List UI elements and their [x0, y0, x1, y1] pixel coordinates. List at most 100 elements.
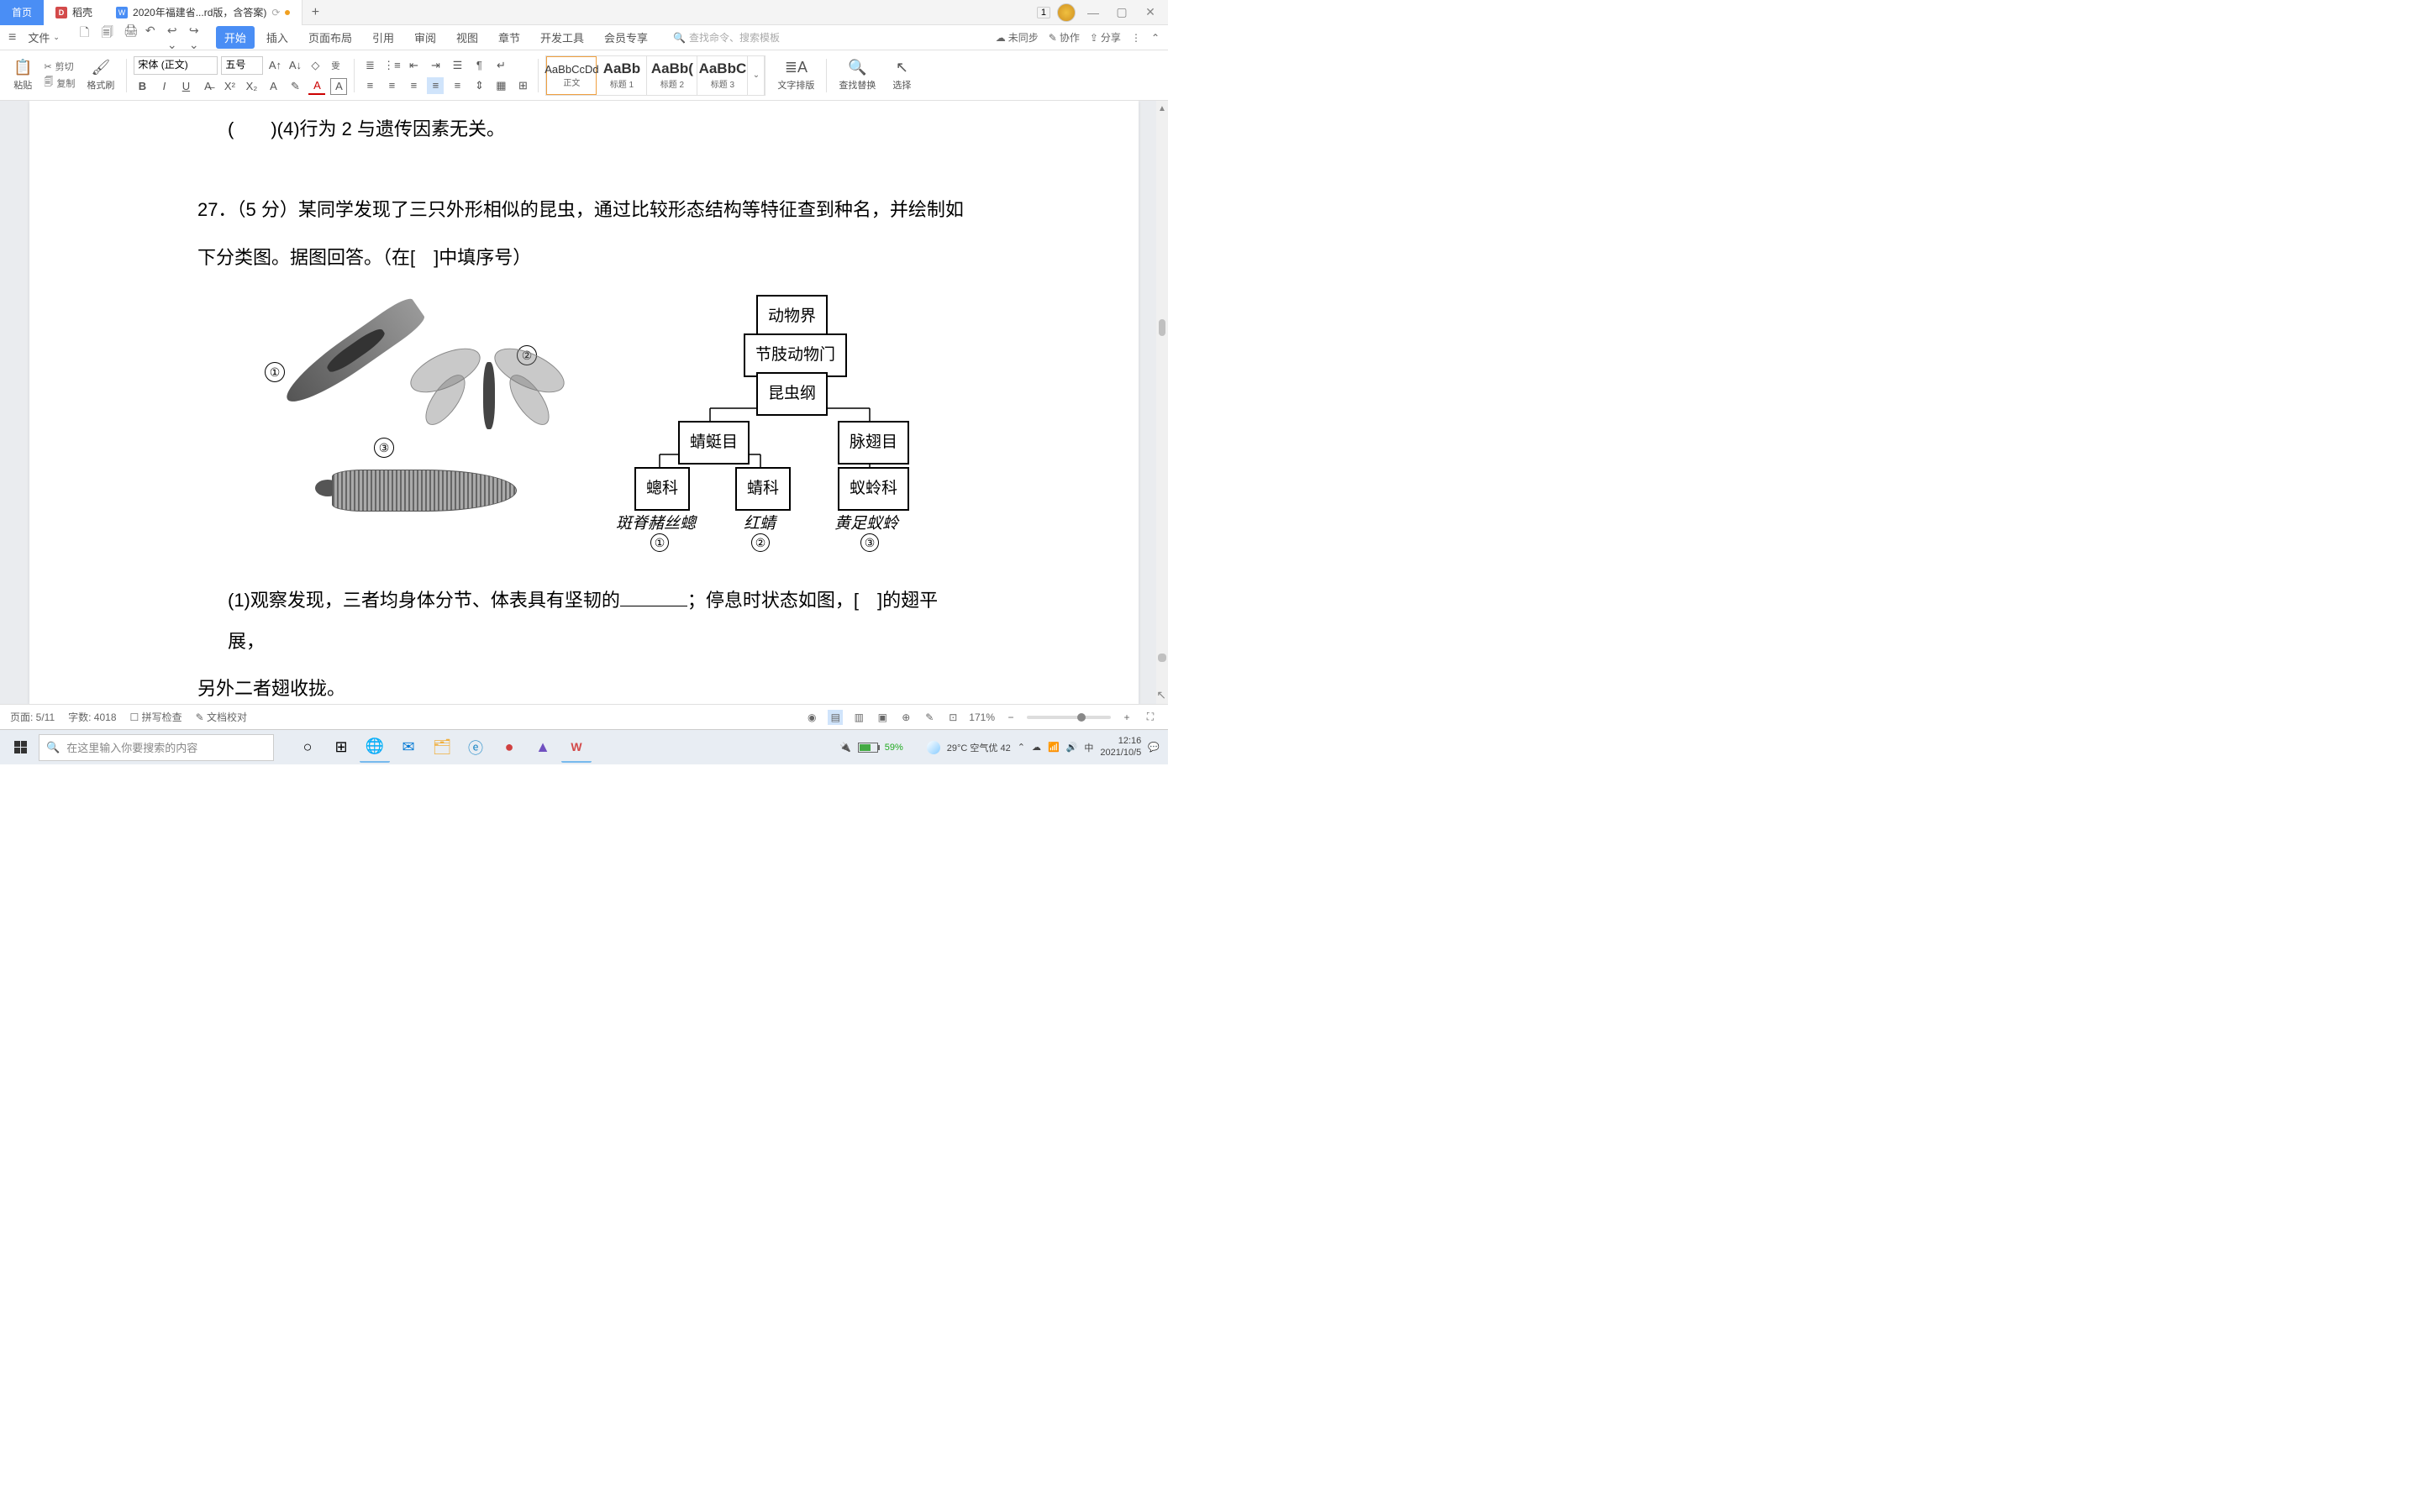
minimize-button[interactable]: — [1082, 2, 1104, 24]
zoom-knob[interactable] [1077, 713, 1086, 722]
menu-layout[interactable]: 页面布局 [300, 26, 360, 49]
onedrive-icon[interactable]: ☁ [1032, 742, 1041, 753]
phonetic-icon[interactable]: 雯 [327, 57, 344, 74]
menu-view[interactable]: 视图 [448, 26, 487, 49]
style-more[interactable]: ⌄ [748, 56, 765, 95]
collab-button[interactable]: ✎协作 [1049, 30, 1080, 45]
cortana-icon[interactable]: ○ [292, 732, 323, 763]
app-purple-icon[interactable]: ▲ [528, 732, 558, 763]
wps-icon[interactable]: W [561, 732, 592, 763]
menu-insert[interactable]: 插入 [258, 26, 297, 49]
tab-daoke[interactable]: D 稻壳 [44, 0, 104, 25]
shrink-font-icon[interactable]: A↓ [287, 57, 303, 74]
fullscreen-icon[interactable]: ⛶ [1143, 710, 1158, 725]
tab-document[interactable]: W 2020年福建省...rd版，含答案) ⟳ [104, 0, 302, 25]
chevron-up-icon[interactable]: ⌃ [1018, 742, 1025, 753]
scroll-up-icon[interactable]: ▲ [1158, 104, 1166, 113]
spellcheck-toggle[interactable]: ☐ 拼写检查 [130, 710, 182, 724]
collapse-ribbon-icon[interactable]: ⌃ [1151, 32, 1160, 44]
vertical-scrollbar[interactable]: ▲ [1156, 101, 1168, 704]
bold-button[interactable]: B [134, 78, 150, 95]
clock[interactable]: 12:16 2021/10/5 [1100, 736, 1141, 758]
text-effect-button[interactable]: A [265, 78, 281, 95]
hamburger-icon[interactable]: ≡ [8, 30, 16, 45]
menu-dev[interactable]: 开发工具 [532, 26, 592, 49]
bullets-icon[interactable]: ≣ [361, 57, 378, 74]
copy-button[interactable]: 🗐复制 [44, 75, 75, 91]
zoom-level[interactable]: 171% [969, 711, 995, 723]
strike-button[interactable]: A̶ [199, 78, 216, 95]
char-border-button[interactable]: A [330, 78, 347, 95]
justify-icon[interactable]: ≡ [427, 77, 444, 94]
start-button[interactable] [3, 731, 37, 764]
style-gallery[interactable]: AaBbCcDd正文 AaBb标题 1 AaBb(标题 2 AaBbC标题 3 … [545, 55, 765, 96]
mail-icon[interactable]: ✉ [393, 732, 424, 763]
print-icon[interactable]: 🗐 [102, 24, 117, 52]
subscript-button[interactable]: X₂ [243, 78, 260, 95]
taskview-icon[interactable]: ⊞ [326, 732, 356, 763]
menu-chapter[interactable]: 章节 [490, 26, 529, 49]
typeset-button[interactable]: ≣A文字排版 [772, 59, 819, 92]
zoom-slider[interactable] [1027, 716, 1111, 719]
volume-icon[interactable]: 🔊 [1066, 742, 1078, 753]
maximize-button[interactable]: ▢ [1111, 2, 1133, 24]
close-button[interactable]: ✕ [1139, 2, 1161, 24]
undo2-icon[interactable]: ↩ ⌄ [167, 24, 182, 52]
style-h1[interactable]: AaBb标题 1 [597, 56, 647, 95]
highlight-button[interactable]: ✎ [287, 78, 303, 95]
font-color-button[interactable]: A [308, 78, 325, 95]
avatar[interactable] [1057, 3, 1076, 22]
window-count-badge[interactable]: 1 [1037, 7, 1050, 18]
style-h2[interactable]: AaBb(标题 2 [647, 56, 697, 95]
align-left-icon[interactable]: ≡ [361, 77, 378, 94]
cut-button[interactable]: ✂剪切 [44, 60, 75, 73]
font-size-select[interactable]: 五号 [221, 56, 263, 75]
align-center-icon[interactable]: ≡ [383, 77, 400, 94]
view-page-icon[interactable]: ▤ [828, 710, 843, 725]
format-painter-button[interactable]: 🖌 格式刷 [82, 59, 119, 92]
shading-icon[interactable]: ▦ [492, 77, 509, 94]
page-indicator[interactable]: 页面: 5/11 [10, 710, 55, 724]
clear-fmt-icon[interactable]: ◇ [307, 57, 324, 74]
power-icon[interactable]: 🔌 [839, 742, 851, 753]
wifi-icon[interactable]: 📶 [1048, 742, 1060, 753]
ime-indicator[interactable]: 中 [1084, 741, 1093, 754]
numbering-icon[interactable]: ⋮≡ [383, 57, 400, 74]
paste-button[interactable]: 📋 粘贴 [8, 59, 37, 92]
scroll-thumb-2[interactable] [1158, 654, 1166, 662]
font-name-select[interactable]: 宋体 (正文) [134, 56, 218, 75]
underline-button[interactable]: U [177, 78, 194, 95]
select-button[interactable]: ↖选择 [887, 59, 916, 92]
unsync-button[interactable]: ☁未同步 [996, 30, 1039, 45]
menu-file[interactable]: 文件 ⌄ [19, 26, 68, 49]
sort-icon[interactable]: ☰ [449, 57, 466, 74]
save-icon[interactable]: 🗋 [80, 24, 95, 52]
ink-icon[interactable]: ✎ [922, 710, 937, 725]
tab-add-button[interactable]: + [302, 5, 328, 20]
proof-toggle[interactable]: ✎ 文档校对 [196, 710, 247, 724]
find-replace-button[interactable]: 🔍查找替换 [834, 59, 881, 92]
undo-icon[interactable]: ↶ [145, 24, 160, 52]
view-read-icon[interactable]: ▣ [875, 710, 890, 725]
view-outline-icon[interactable]: ▥ [851, 710, 866, 725]
align-right-icon[interactable]: ≡ [405, 77, 422, 94]
grow-font-icon[interactable]: A↑ [266, 57, 283, 74]
explorer-icon[interactable]: 🗂 [427, 732, 457, 763]
word-count[interactable]: 字数: 4018 [68, 710, 116, 724]
print-preview-icon[interactable]: 🖨 [124, 24, 139, 52]
taskbar-search[interactable]: 🔍 在这里输入你要搜索的内容 [39, 734, 274, 761]
command-search[interactable]: 🔍 查找命令、搜索模板 [673, 30, 780, 45]
outdent-icon[interactable]: ⇤ [405, 57, 422, 74]
battery-icon[interactable] [858, 743, 878, 753]
menu-refs[interactable]: 引用 [364, 26, 402, 49]
tab-icon[interactable]: ¶ [471, 57, 487, 74]
borders-icon[interactable]: ⊞ [514, 77, 531, 94]
menu-start[interactable]: 开始 [216, 26, 255, 49]
app-red-icon[interactable]: ● [494, 732, 524, 763]
distribute-icon[interactable]: ≡ [449, 77, 466, 94]
notifications-icon[interactable]: 💬 [1148, 742, 1160, 753]
indent-icon[interactable]: ⇥ [427, 57, 444, 74]
zoom-in-button[interactable]: + [1119, 710, 1134, 725]
share-button[interactable]: ⇪分享 [1090, 30, 1121, 45]
weather-text[interactable]: 29°C 空气优 42 [947, 741, 1011, 754]
